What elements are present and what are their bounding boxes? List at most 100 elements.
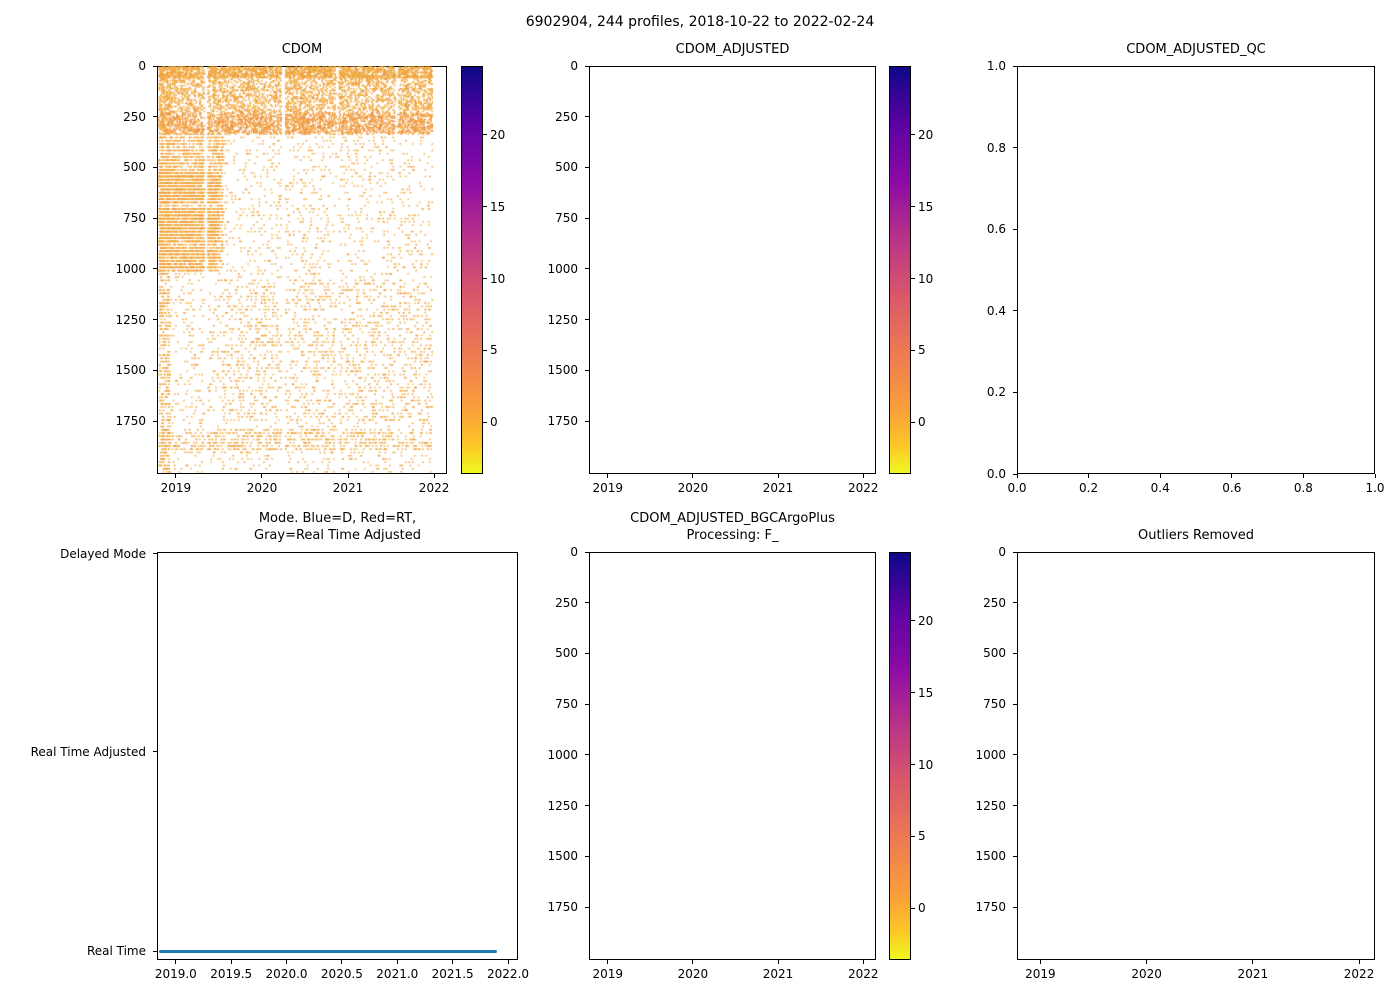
y-tick-mark <box>585 551 589 553</box>
y-tick-label: 750 <box>555 211 578 226</box>
panel-cdom-title: CDOM <box>132 42 472 59</box>
y-tick-label: 1000 <box>547 747 578 762</box>
colorbar-tick-mark <box>911 907 915 909</box>
x-tick-mark <box>862 474 864 478</box>
x-tick-label: 0.0 <box>1007 481 1027 495</box>
y-tick-mark <box>153 751 157 753</box>
y-category-label: Delayed Mode <box>60 546 146 561</box>
x-tick-label: 2019 <box>592 481 624 495</box>
panel-cdom-adjusted-qc-title: CDOM_ADJUSTED_QC <box>1026 42 1366 59</box>
x-tick-label: 2022 <box>847 967 879 981</box>
colorbar-tick-mark <box>911 421 915 423</box>
panel-outliers-title-text: Outliers Removed <box>1137 528 1255 543</box>
y-tick-mark <box>1013 65 1017 67</box>
x-tick-label: 0.2 <box>1079 481 1099 495</box>
colorbar-tick-label: 5 <box>918 829 926 844</box>
plot-area-mode <box>157 552 518 960</box>
y-tick-label: 1.0 <box>986 59 1006 73</box>
x-tick-mark <box>1088 474 1090 478</box>
x-tick-mark <box>261 474 263 478</box>
y-tick-label: 250 <box>983 595 1006 610</box>
y-tick-label: 1500 <box>115 363 146 378</box>
y-tick-mark <box>1013 551 1017 553</box>
colorbar-tick-label: 15 <box>918 685 934 700</box>
x-tick-mark <box>507 960 509 964</box>
y-tick-mark <box>1013 310 1017 312</box>
y-tick-label: 750 <box>123 211 146 226</box>
colorbar-tick-label: 5 <box>490 343 498 358</box>
x-tick-mark <box>607 474 609 478</box>
panel-bgc-title-line2: Processing: F_ <box>686 527 779 543</box>
colorbar-tick-mark <box>911 278 915 280</box>
y-tick-mark <box>153 420 157 422</box>
colorbar-cdom <box>461 66 483 474</box>
realtime-mode-line <box>159 949 497 953</box>
panel-bgc-title: CDOM_ADJUSTED_BGCArgoPlus Processing: F_ <box>563 511 903 545</box>
y-tick-mark <box>1013 703 1017 705</box>
y-tick-mark <box>1013 754 1017 756</box>
y-tick-mark <box>585 319 589 321</box>
y-tick-label: 1250 <box>547 798 578 813</box>
colorbar-tick-mark <box>911 620 915 622</box>
colorbar-cdom-adjusted <box>889 66 911 474</box>
colorbar-tick-mark <box>483 349 487 351</box>
y-tick-mark <box>585 703 589 705</box>
panel-mode-title-line2: Gray=Real Time Adjusted <box>254 527 421 543</box>
x-tick-mark <box>1159 474 1161 478</box>
colorbar-tick-label: 10 <box>918 757 934 772</box>
colorbar-tick-label: 20 <box>918 127 934 142</box>
panel-cdom-adjusted-title-text: CDOM_ADJUSTED <box>675 42 790 57</box>
y-tick-mark <box>153 166 157 168</box>
y-tick-label: 1500 <box>975 849 1006 864</box>
y-category-label: Real Time <box>86 944 146 959</box>
colorbar-tick-mark <box>911 349 915 351</box>
x-tick-label: 2020 <box>677 481 709 495</box>
x-tick-mark <box>1302 474 1304 478</box>
x-tick-label: 2019.0 <box>154 967 197 981</box>
x-tick-mark <box>1358 960 1360 964</box>
y-tick-label: 1750 <box>115 414 146 429</box>
y-category-label: Real Time Adjusted <box>30 744 146 759</box>
y-tick-mark <box>153 319 157 321</box>
x-tick-mark <box>341 960 343 964</box>
x-tick-label: 2021.5 <box>431 967 474 981</box>
x-tick-label: 2019.5 <box>210 967 253 981</box>
y-tick-label: 0 <box>998 545 1006 559</box>
y-tick-label: 1000 <box>547 261 578 276</box>
x-tick-label: 2019 <box>160 481 192 495</box>
x-tick-mark <box>286 960 288 964</box>
y-tick-mark <box>585 420 589 422</box>
y-tick-label: 0.0 <box>986 467 1006 481</box>
x-tick-mark <box>692 474 694 478</box>
panel-outliers-title: Outliers Removed <box>1026 528 1366 545</box>
y-tick-label: 0.4 <box>986 303 1006 318</box>
x-tick-label: 2021.0 <box>376 967 419 981</box>
x-tick-mark <box>777 474 779 478</box>
y-tick-label: 250 <box>123 109 146 124</box>
y-tick-label: 1000 <box>115 261 146 276</box>
y-tick-label: 1500 <box>547 849 578 864</box>
x-tick-mark <box>1016 474 1018 478</box>
y-tick-mark <box>1013 652 1017 654</box>
y-tick-label: 1750 <box>547 414 578 429</box>
x-tick-label: 2019 <box>1025 967 1056 981</box>
colorbar-tick-mark <box>483 134 487 136</box>
y-tick-mark <box>153 268 157 270</box>
x-tick-label: 2019 <box>592 967 624 981</box>
y-tick-mark <box>1013 391 1017 393</box>
y-tick-mark <box>585 805 589 807</box>
panel-bgc-title-line1: CDOM_ADJUSTED_BGCArgoPlus <box>630 511 835 526</box>
x-tick-label: 2022 <box>847 481 879 495</box>
x-tick-mark <box>433 474 435 478</box>
x-tick-mark <box>1146 960 1148 964</box>
y-tick-mark <box>1013 855 1017 857</box>
y-tick-mark <box>585 754 589 756</box>
y-tick-mark <box>1013 602 1017 604</box>
x-tick-mark <box>452 960 454 964</box>
colorbar-tick-label: 0 <box>490 415 498 430</box>
panel-mode-title: Mode. Blue=D, Red=RT, Gray=Real Time Adj… <box>168 511 508 545</box>
y-tick-mark <box>585 116 589 118</box>
y-tick-label: 1250 <box>115 312 146 327</box>
y-tick-label: 0 <box>570 545 578 559</box>
